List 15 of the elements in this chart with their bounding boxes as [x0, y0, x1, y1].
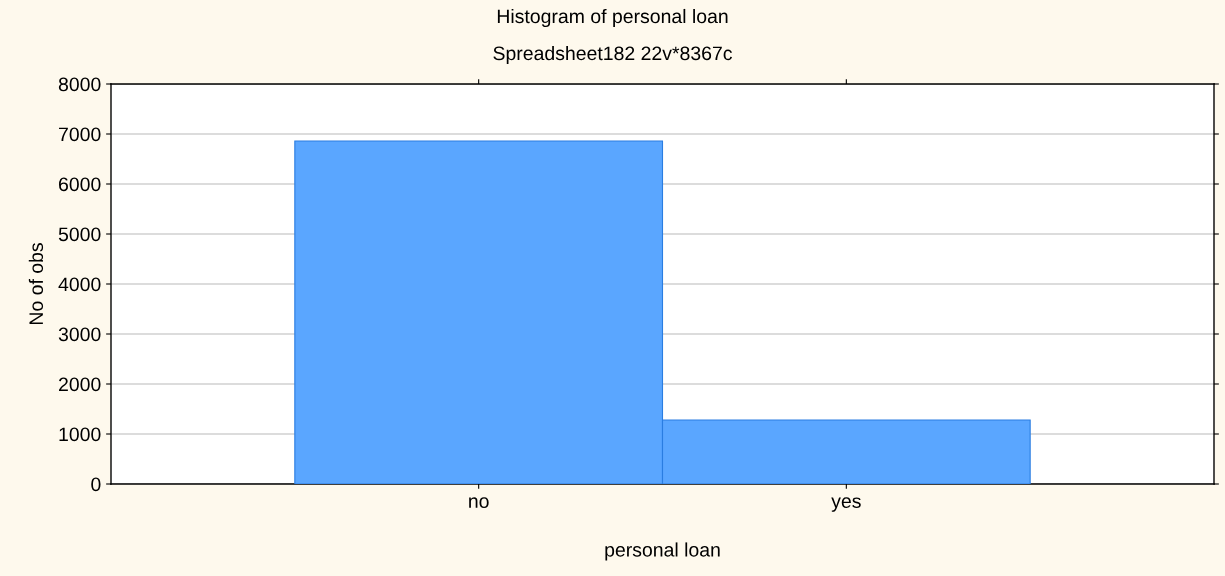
x-tick-label: yes: [831, 497, 861, 512]
chart-subtitle: Spreadsheet182 22v*8367c: [493, 45, 732, 65]
x-axis-title: personal loan: [605, 542, 720, 561]
y-tick-label: 8000: [58, 77, 101, 92]
y-tick-label: 7000: [59, 127, 101, 142]
y-tick-label: 3000: [58, 327, 101, 342]
chart-title: Histogram of personal loan: [497, 8, 728, 28]
y-tick-label: 1000: [59, 427, 101, 442]
y-tick-label: 6000: [59, 177, 101, 192]
y-tick-label: 4000: [58, 277, 101, 292]
x-tick-label: no: [469, 497, 489, 508]
y-tick-label: 0: [91, 477, 101, 492]
y-tick-label: 2000: [59, 377, 101, 392]
y-axis-title: No of obs: [28, 243, 44, 325]
y-tick-label: 5000: [58, 227, 101, 242]
